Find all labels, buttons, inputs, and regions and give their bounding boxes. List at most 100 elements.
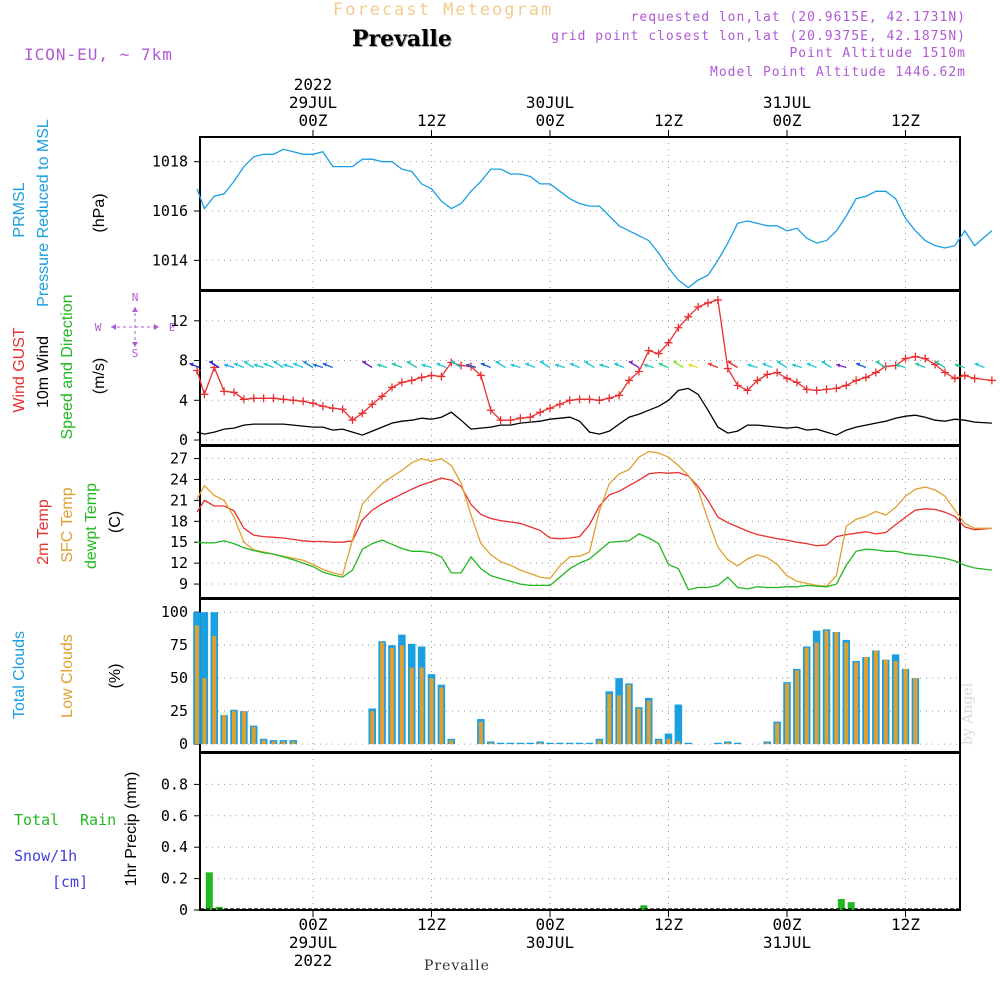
rain-bar	[837, 899, 845, 910]
low-cloud-bar	[794, 670, 799, 745]
gust-marker	[299, 397, 308, 406]
time-label-bottom: 00Z	[773, 915, 802, 934]
gust-marker	[694, 302, 703, 311]
wind-arrow-head	[614, 362, 619, 367]
wind-arrow-head	[747, 363, 752, 368]
gust-marker	[239, 395, 248, 404]
low-cloud-bar	[261, 740, 266, 745]
wind-ytick-label: 0	[179, 431, 188, 449]
low-cloud-bar	[607, 693, 612, 745]
wind-arrow	[233, 362, 245, 369]
wind-ytick-label: 4	[179, 391, 188, 409]
low-cloud-bar	[765, 742, 770, 745]
low-cloud-bar	[212, 635, 217, 745]
wind-series-line	[196, 387, 992, 436]
low-cloud-bar	[646, 700, 651, 745]
clouds-ytick-label: 0	[179, 735, 188, 753]
wind-arrow	[914, 362, 926, 369]
low-cloud-bar	[370, 711, 375, 745]
pressure-ytick-label: 1016	[152, 202, 188, 220]
wind-arrow	[208, 360, 220, 369]
gust-marker	[743, 386, 752, 395]
wind-arrow	[292, 362, 304, 369]
total-cloud-bar	[714, 742, 722, 745]
wind-arrow-head	[451, 360, 456, 365]
gust-marker	[901, 354, 910, 363]
wind-arrow-head	[362, 360, 367, 365]
gust-marker	[496, 416, 505, 425]
gust-marker	[605, 394, 614, 403]
wind-arrow-head	[510, 363, 515, 368]
gust-marker	[723, 364, 732, 373]
temp-ytick-label: 12	[170, 554, 188, 572]
low-cloud-bar	[597, 740, 602, 745]
precip-frame	[199, 752, 961, 911]
gust-marker	[871, 368, 880, 377]
low-cloud-bar	[656, 740, 661, 745]
low-cloud-bar	[271, 741, 276, 745]
gust-marker	[407, 376, 416, 385]
time-label-top: 12Z	[891, 111, 920, 130]
low-cloud-bar	[725, 742, 730, 745]
wind-arrow-head	[599, 363, 604, 368]
low-cloud-bar	[241, 711, 246, 745]
gust-marker	[921, 354, 930, 363]
clouds-ytick-label: 25	[170, 702, 188, 720]
wind-arrow-head	[495, 360, 500, 365]
wind-arrow	[361, 360, 373, 369]
total-cloud-bar	[575, 742, 584, 745]
wind-arrow-head	[233, 362, 238, 367]
gust-marker	[763, 370, 772, 379]
low-cloud-bar	[617, 695, 622, 745]
time-label-bottom: 00Z	[536, 915, 565, 934]
wind-ytick-label: 8	[179, 352, 188, 370]
wind-label-10m: 10m Wind	[35, 336, 52, 408]
compass-letter: S	[132, 347, 139, 360]
station-name: Prevalle	[352, 26, 452, 52]
gust-marker	[783, 374, 791, 383]
wind-arrow-head	[322, 362, 327, 367]
wind-arrow	[821, 360, 832, 369]
precip-label-total: Total	[14, 811, 59, 829]
time-label-top: 00Z	[773, 111, 802, 130]
low-cloud-bar	[439, 687, 444, 745]
low-cloud-bar	[222, 715, 227, 745]
gust-marker	[792, 378, 801, 387]
time-label-top: 30JUL	[526, 93, 574, 112]
gust-marker	[368, 400, 377, 409]
low-cloud-bar	[666, 738, 671, 745]
low-cloud-bar	[834, 631, 839, 745]
gust-marker	[338, 405, 347, 414]
temp-panel	[194, 445, 961, 599]
gust-marker	[358, 409, 367, 418]
wind-arrow	[273, 360, 284, 369]
gust-marker	[546, 404, 554, 413]
time-label-bottom: 12Z	[891, 915, 920, 934]
gust-marker	[348, 416, 357, 425]
compass-letter: E	[169, 321, 176, 334]
low-cloud-bar	[419, 667, 424, 745]
total-cloud-bar	[566, 742, 574, 745]
wind-arrow	[855, 362, 867, 369]
gust-marker	[585, 395, 594, 404]
gust-marker	[328, 404, 337, 413]
time-label-top: 31JUL	[763, 93, 811, 112]
clouds-ytick-label: 75	[170, 636, 188, 654]
total-cloud-bar	[585, 742, 594, 745]
wind-arrow	[599, 363, 610, 369]
wind-arrow	[283, 363, 294, 369]
wind-arrow	[480, 362, 492, 369]
gust-marker	[987, 376, 996, 385]
wind-arrow-head	[465, 363, 470, 368]
gust-marker	[388, 383, 396, 392]
gust-marker	[733, 381, 742, 390]
precip-ytick-label: 0.6	[161, 807, 188, 825]
gust-marker	[852, 376, 861, 385]
precip-unit: 1hr Precip (mm)	[123, 772, 140, 887]
wind-arrow	[776, 360, 788, 369]
low-cloud-bar	[429, 678, 434, 745]
wind-arrow-head	[935, 360, 939, 365]
gust-marker	[644, 346, 653, 355]
low-cloud-bar	[449, 740, 454, 745]
rain-bar	[847, 902, 855, 910]
